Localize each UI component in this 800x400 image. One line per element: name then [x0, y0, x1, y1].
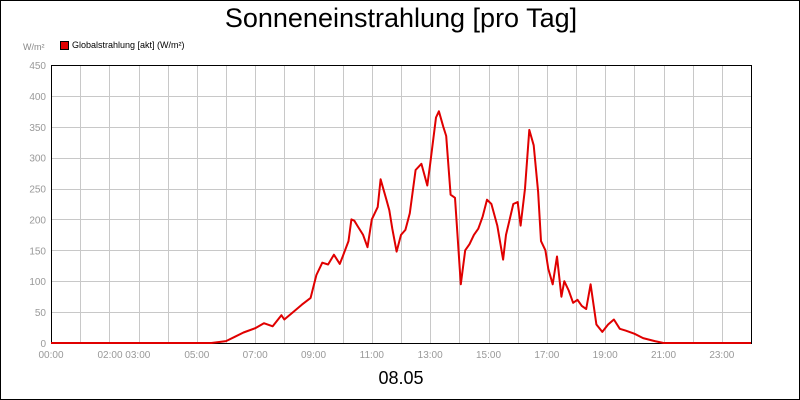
date-label: 08.05	[378, 368, 424, 388]
legend-label: Globalstrahlung [akt] (W/m²)	[72, 40, 185, 50]
x-tick-label: 15:00	[476, 350, 501, 361]
grid-lines	[51, 65, 752, 344]
x-tick-label: 13:00	[418, 350, 443, 361]
x-tick-label: 23:00	[709, 350, 734, 361]
x-tick-label: 09:00	[301, 350, 326, 361]
y-tick-label: 200	[29, 215, 46, 226]
legend-swatch	[60, 40, 69, 50]
series-layer	[51, 110, 751, 344]
y-unit-label: W/m²	[23, 42, 45, 52]
x-tick-label: 02:00 03:00	[98, 350, 151, 361]
y-tick-label: 250	[29, 185, 46, 196]
y-tick-label: 150	[29, 246, 46, 257]
chart-title: Sonneneinstrahlung [pro Tag]	[224, 3, 578, 33]
x-tick-label: 17:00	[534, 350, 559, 361]
axis-ticks: 0 50 100 150 200 250 300 350 400 450 00:00 02:00 03…	[29, 61, 734, 361]
y-tick-label: 350	[29, 123, 46, 134]
y-tick-label: 400	[29, 92, 46, 103]
x-tick-label: 00:00	[38, 350, 63, 361]
x-tick-label: 05:00	[184, 350, 209, 361]
series-line	[51, 110, 751, 344]
y-tick-label: 50	[35, 308, 47, 319]
x-tick-label: 21:00	[651, 350, 676, 361]
x-tick-label: 11:00	[360, 350, 385, 361]
legend: Globalstrahlung [akt] (W/m²)	[60, 40, 185, 50]
y-tick-label: 300	[29, 154, 46, 165]
y-tick-label: 100	[29, 277, 46, 288]
x-tick-label: 19:00	[593, 350, 618, 361]
plot-border	[51, 65, 752, 344]
y-tick-label: 0	[40, 339, 46, 350]
x-tick-label: 07:00	[243, 350, 268, 361]
y-tick-label: 450	[29, 61, 46, 72]
